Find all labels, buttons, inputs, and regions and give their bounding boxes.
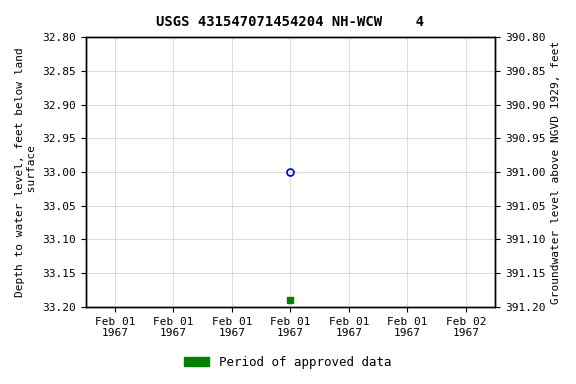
Y-axis label: Groundwater level above NGVD 1929, feet: Groundwater level above NGVD 1929, feet [551,40,561,304]
Y-axis label: Depth to water level, feet below land
 surface: Depth to water level, feet below land su… [15,47,37,297]
Title: USGS 431547071454204 NH-WCW    4: USGS 431547071454204 NH-WCW 4 [157,15,425,29]
Legend: Period of approved data: Period of approved data [179,351,397,374]
